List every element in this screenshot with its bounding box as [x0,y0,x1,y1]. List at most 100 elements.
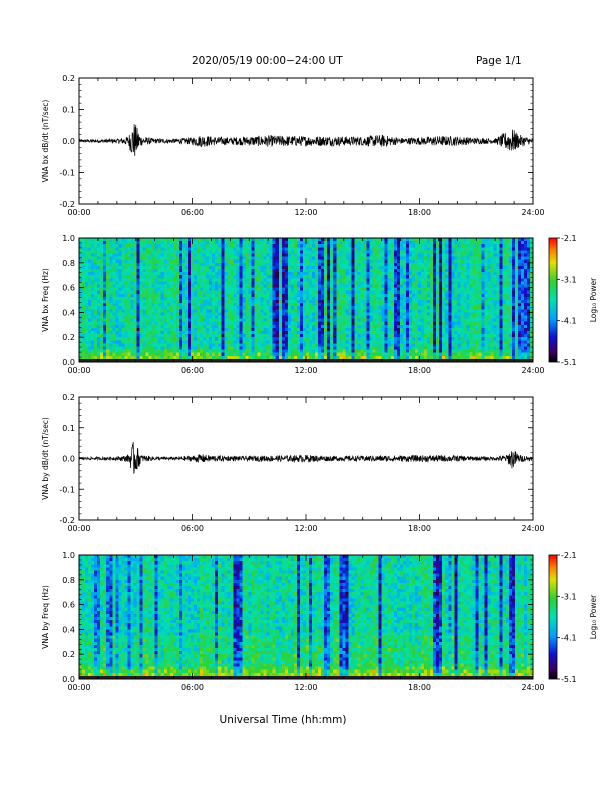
spectrogram-cell [230,284,234,288]
spectrogram-cell [324,278,328,282]
spectrogram-cell [103,265,107,270]
spectrogram-cell [339,241,343,245]
spectrogram-cell [372,331,377,335]
spectrogram-cell [218,343,222,347]
spectrogram-cell [142,324,146,329]
spectrogram-cell [94,343,98,347]
spectrogram-cell [402,352,407,357]
spectrogram-cell [330,265,334,270]
spectrogram-cell [396,265,401,270]
spectrogram-cell [342,309,346,313]
spectrogram-cell [100,259,104,264]
spectrogram-cell [309,256,313,261]
spectrogram-cell [151,265,156,270]
spectrogram-cell [345,262,349,267]
spectrogram-cell [230,340,234,344]
spectrogram-cell [351,337,355,341]
spectrogram-cell [242,303,246,307]
spectrogram-cell [109,324,113,329]
spectrogram-cell [190,349,195,354]
spectrogram-cell [393,340,398,344]
spectrogram-cell [215,278,219,282]
y-tick-label: -0.2 [59,200,75,209]
spectrogram-cell [236,327,240,332]
spectrogram-cell [257,275,261,279]
spectrogram-cell [442,250,446,254]
spectrogram-cell [227,278,231,282]
spectrogram-cell [160,253,165,257]
spectrogram-cell [445,284,449,288]
spectrogram-cell [318,241,322,245]
spectrogram-cell [290,312,295,316]
spectrogram-cell [263,321,268,326]
spectrogram-cell [184,300,189,304]
spectrogram-cell [396,327,401,332]
spectrogram-cell [330,287,334,292]
spectrogram-cell [381,327,386,332]
spectrogram-cell [442,303,446,307]
spectrogram-cell [436,269,440,273]
spectrogram-cell [233,275,237,279]
spectrogram-cell [88,250,92,254]
spectrogram-cell [363,247,367,251]
spectrogram-cell [178,346,183,350]
spectrogram-cell [424,265,428,270]
spectrogram-cell [348,321,352,326]
spectrogram-cell [100,321,104,326]
spectrogram-cell [417,331,422,335]
spectrogram-cell [127,331,131,335]
spectrogram-cell [139,281,143,285]
spectrogram-cell [424,346,428,350]
spectrogram-cell [190,256,195,261]
spectrogram-cell [148,346,153,350]
spectrogram-cell [248,247,252,251]
spectrogram-cell [88,241,92,245]
spectrogram-cell [339,256,343,261]
spectrogram-cell [263,272,268,276]
spectrogram-cell [194,337,198,341]
spectrogram-cell [85,352,89,357]
spectrogram-cell [233,300,237,304]
spectrogram-cell [184,296,189,301]
spectrogram-cell [245,306,249,310]
spectrogram-cell [293,337,298,341]
spectrogram-cell [439,247,443,251]
spectrogram-cell [148,331,153,335]
spectrogram-cell [88,275,92,279]
spectrogram-cell [103,250,107,254]
spectrogram-cell [384,256,389,261]
spectrogram-cell [411,241,416,245]
spectrogram-cell [342,303,346,307]
spectrogram-cell [417,259,422,264]
spectrogram-cell [94,346,98,350]
spectrogram-cell [100,296,104,301]
spectrogram-cell [133,241,137,245]
spectrogram-cell [363,265,367,270]
spectrogram-cell [157,281,162,285]
spectrogram-cell [82,287,86,292]
spectrogram-cell [272,275,277,279]
spectrogram-cell [124,349,128,354]
spectrogram-cell [387,321,392,326]
spectrogram-cell [324,293,328,298]
spectrogram-cell [160,284,165,288]
spectrogram-cell [139,262,143,267]
spectrogram-cell [290,309,295,313]
spectrogram-cell [284,321,289,326]
spectrogram-cell [287,324,292,329]
spectrogram-cell [312,265,316,270]
spectrogram-cell [190,337,195,341]
spectrogram-cell [263,281,268,285]
spectrogram-cell [290,272,295,276]
spectrogram-cell [145,300,150,304]
spectrogram-cell [287,281,292,285]
spectrogram-cell [103,303,107,307]
spectrogram-cell [215,324,219,329]
spectrogram-cell [424,324,428,329]
spectrogram-cell [221,269,225,273]
spectrogram-cell [166,309,171,313]
spectrogram-cell [372,315,377,319]
spectrogram-cell [100,324,104,329]
spectrogram-cell [424,334,428,338]
spectrogram-cell [257,259,261,264]
